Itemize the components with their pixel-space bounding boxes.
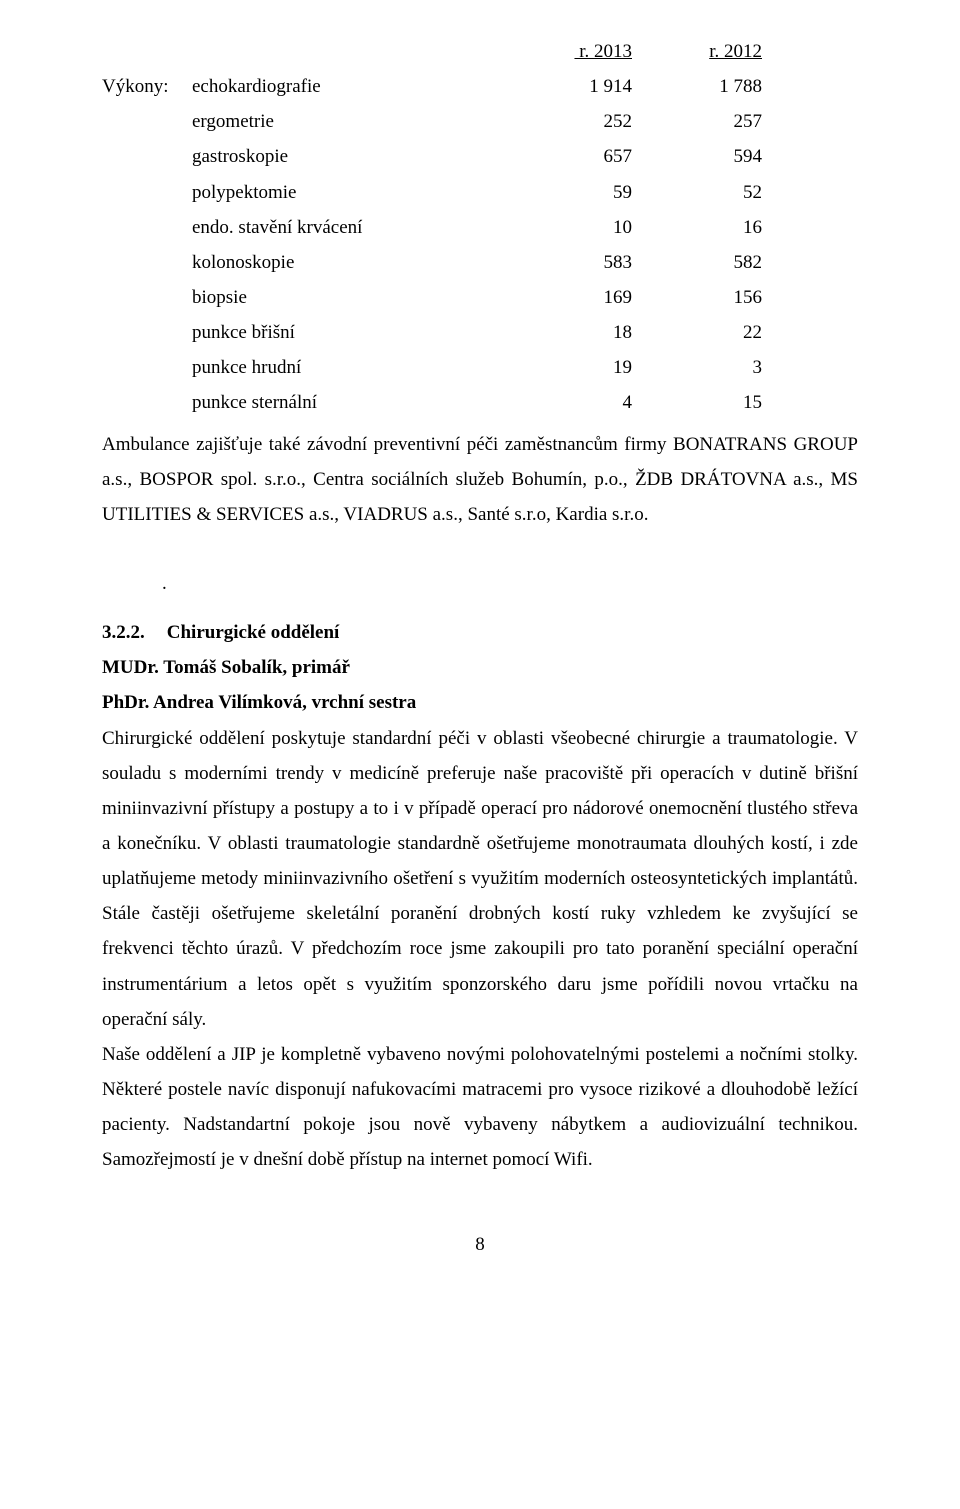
row-label: punkce hrudní — [192, 350, 502, 385]
row-val2: 15 — [632, 385, 762, 420]
row-val1: 4 — [502, 385, 632, 420]
table-header-year1: r. 2013 — [502, 34, 632, 69]
row-label: polypektomie — [192, 175, 502, 210]
spacer — [102, 532, 858, 566]
table-row: punkce hrudní 19 3 — [102, 350, 858, 385]
section-heading: 3.2.2. Chirurgické oddělení — [102, 615, 858, 650]
table-row: punkce břišní 18 22 — [102, 315, 858, 350]
row-val1: 19 — [502, 350, 632, 385]
row-label: echokardiografie — [192, 69, 502, 104]
paragraph-beds: Naše oddělení a JIP je kompletně vybaven… — [102, 1037, 858, 1178]
row-label: ergometrie — [192, 104, 502, 139]
row-label: punkce sternální — [192, 385, 502, 420]
row-val1: 10 — [502, 210, 632, 245]
section-number: 3.2.2. — [102, 615, 162, 650]
row-label: endo. stavění krvácení — [192, 210, 502, 245]
section-title: Chirurgické oddělení — [167, 622, 340, 643]
row-val1: 18 — [502, 315, 632, 350]
table-left-label: Výkony: — [102, 69, 192, 104]
row-val1: 169 — [502, 280, 632, 315]
row-val2: 257 — [632, 104, 762, 139]
row-label: kolonoskopie — [192, 245, 502, 280]
row-val2: 1 788 — [632, 69, 762, 104]
page-number: 8 — [102, 1227, 858, 1262]
table-header-spacer — [102, 34, 502, 69]
row-label: punkce břišní — [192, 315, 502, 350]
table-row: biopsie 169 156 — [102, 280, 858, 315]
row-val2: 52 — [632, 175, 762, 210]
table-row: Výkony: echokardiografie 1 914 1 788 — [102, 69, 858, 104]
row-val2: 594 — [632, 139, 762, 174]
row-val1: 59 — [502, 175, 632, 210]
paragraph-companies: Ambulance zajišťuje také závodní prevent… — [102, 427, 858, 532]
paragraph-main: Chirurgické oddělení poskytuje standardn… — [102, 721, 858, 1037]
row-val2: 156 — [632, 280, 762, 315]
row-val2: 16 — [632, 210, 762, 245]
table-row: ergometrie 252 257 — [102, 104, 858, 139]
row-val2: 3 — [632, 350, 762, 385]
row-val1: 657 — [502, 139, 632, 174]
lone-dot: . — [102, 566, 858, 601]
author-line-1: MUDr. Tomáš Sobalík, primář — [102, 650, 858, 685]
table-row: kolonoskopie 583 582 — [102, 245, 858, 280]
table-row: endo. stavění krvácení 10 16 — [102, 210, 858, 245]
row-label: biopsie — [192, 280, 502, 315]
row-val1: 252 — [502, 104, 632, 139]
table-row: punkce sternální 4 15 — [102, 385, 858, 420]
row-val2: 22 — [632, 315, 762, 350]
row-val1: 1 914 — [502, 69, 632, 104]
row-val1: 583 — [502, 245, 632, 280]
author-line-2: PhDr. Andrea Vilímková, vrchní sestra — [102, 685, 858, 720]
table-header-year2: r. 2012 — [632, 34, 762, 69]
table-row: gastroskopie 657 594 — [102, 139, 858, 174]
row-val2: 582 — [632, 245, 762, 280]
row-label: gastroskopie — [192, 139, 502, 174]
table-header-row: r. 2013 r. 2012 — [102, 34, 858, 69]
table-row: polypektomie 59 52 — [102, 175, 858, 210]
